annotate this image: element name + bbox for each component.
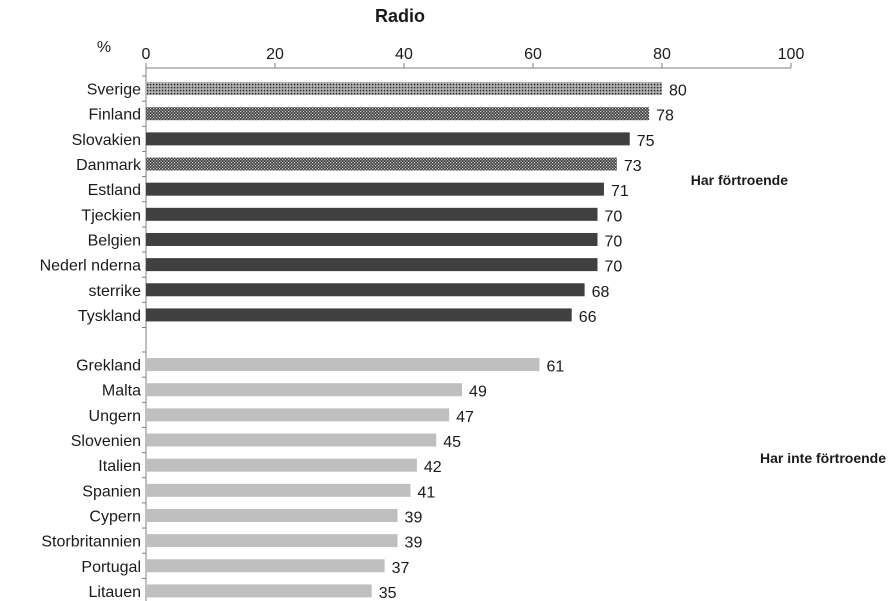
value-label: 35 — [379, 585, 397, 601]
value-label: 70 — [605, 259, 623, 276]
category-label: Danmark — [76, 157, 142, 174]
bar — [146, 182, 604, 196]
value-label: 39 — [405, 509, 423, 526]
bar — [146, 508, 398, 522]
bar — [146, 207, 598, 221]
category-label: Litauen — [89, 584, 142, 601]
bar — [146, 559, 385, 573]
value-label: 71 — [611, 183, 629, 200]
category-label: sterrike — [89, 283, 142, 300]
bars: Sverige 80 Finland 78 Slovakien 75 Danmark 73 Es… — [40, 82, 687, 601]
value-label: 66 — [579, 309, 597, 326]
x-tick-label: 60 — [524, 46, 542, 63]
category-label: Grekland — [76, 358, 141, 375]
x-tick-label: 20 — [266, 46, 284, 63]
group-label: Har förtroende — [691, 172, 788, 188]
value-label: 68 — [592, 284, 610, 301]
bar — [146, 534, 398, 548]
value-label: 70 — [605, 208, 623, 225]
bar — [146, 82, 662, 96]
category-label: Estland — [88, 182, 141, 199]
category-label: Slovenien — [71, 433, 141, 450]
category-label: Portugal — [81, 559, 141, 576]
bar — [146, 358, 540, 372]
bar — [146, 232, 598, 246]
value-label: 39 — [405, 535, 423, 552]
bar — [146, 584, 372, 598]
value-label: 41 — [417, 484, 435, 501]
bar — [146, 383, 463, 397]
category-label: Nederl nderna — [40, 258, 142, 275]
bar — [146, 433, 437, 447]
x-tick-label: 0 — [142, 46, 151, 63]
bar — [146, 258, 598, 272]
category-label: Cypern — [89, 508, 141, 525]
value-label: 37 — [392, 560, 410, 577]
x-tick-label: 40 — [395, 46, 413, 63]
bar — [146, 283, 585, 297]
value-label: 49 — [469, 384, 487, 401]
x-tick-label: 100 — [778, 46, 805, 63]
value-label: 61 — [546, 359, 564, 376]
bar — [146, 132, 630, 146]
value-label: 73 — [624, 158, 642, 175]
value-label: 42 — [424, 459, 442, 476]
group-label: Har inte förtroende — [760, 450, 886, 466]
group-labels: Har förtroende Har inte förtroende — [691, 172, 886, 466]
category-label: Malta — [102, 383, 141, 400]
x-tick-label: 80 — [653, 46, 671, 63]
category-label: Slovakien — [72, 132, 141, 149]
category-label: Storbritannien — [41, 534, 141, 551]
category-label: Tjeckien — [81, 207, 141, 224]
category-label: Finland — [89, 107, 141, 124]
category-label: Belgien — [88, 232, 141, 249]
bar — [146, 107, 650, 121]
bar — [146, 483, 411, 497]
unit-label: % — [97, 39, 111, 56]
bar — [146, 308, 572, 322]
bar — [146, 458, 417, 472]
bar — [146, 408, 450, 422]
category-label: Tyskland — [78, 308, 141, 325]
category-label: Spanien — [82, 483, 141, 500]
value-label: 75 — [637, 133, 655, 150]
bar — [146, 157, 617, 171]
value-label: 78 — [656, 108, 674, 125]
category-label: Sverige — [87, 82, 141, 99]
value-label: 70 — [605, 233, 623, 250]
value-label: 80 — [669, 83, 687, 100]
category-label: Italien — [98, 458, 141, 475]
value-label: 47 — [456, 409, 474, 426]
category-label: Ungern — [89, 408, 141, 425]
value-label: 45 — [443, 434, 461, 451]
chart-title: Radio — [375, 6, 425, 26]
